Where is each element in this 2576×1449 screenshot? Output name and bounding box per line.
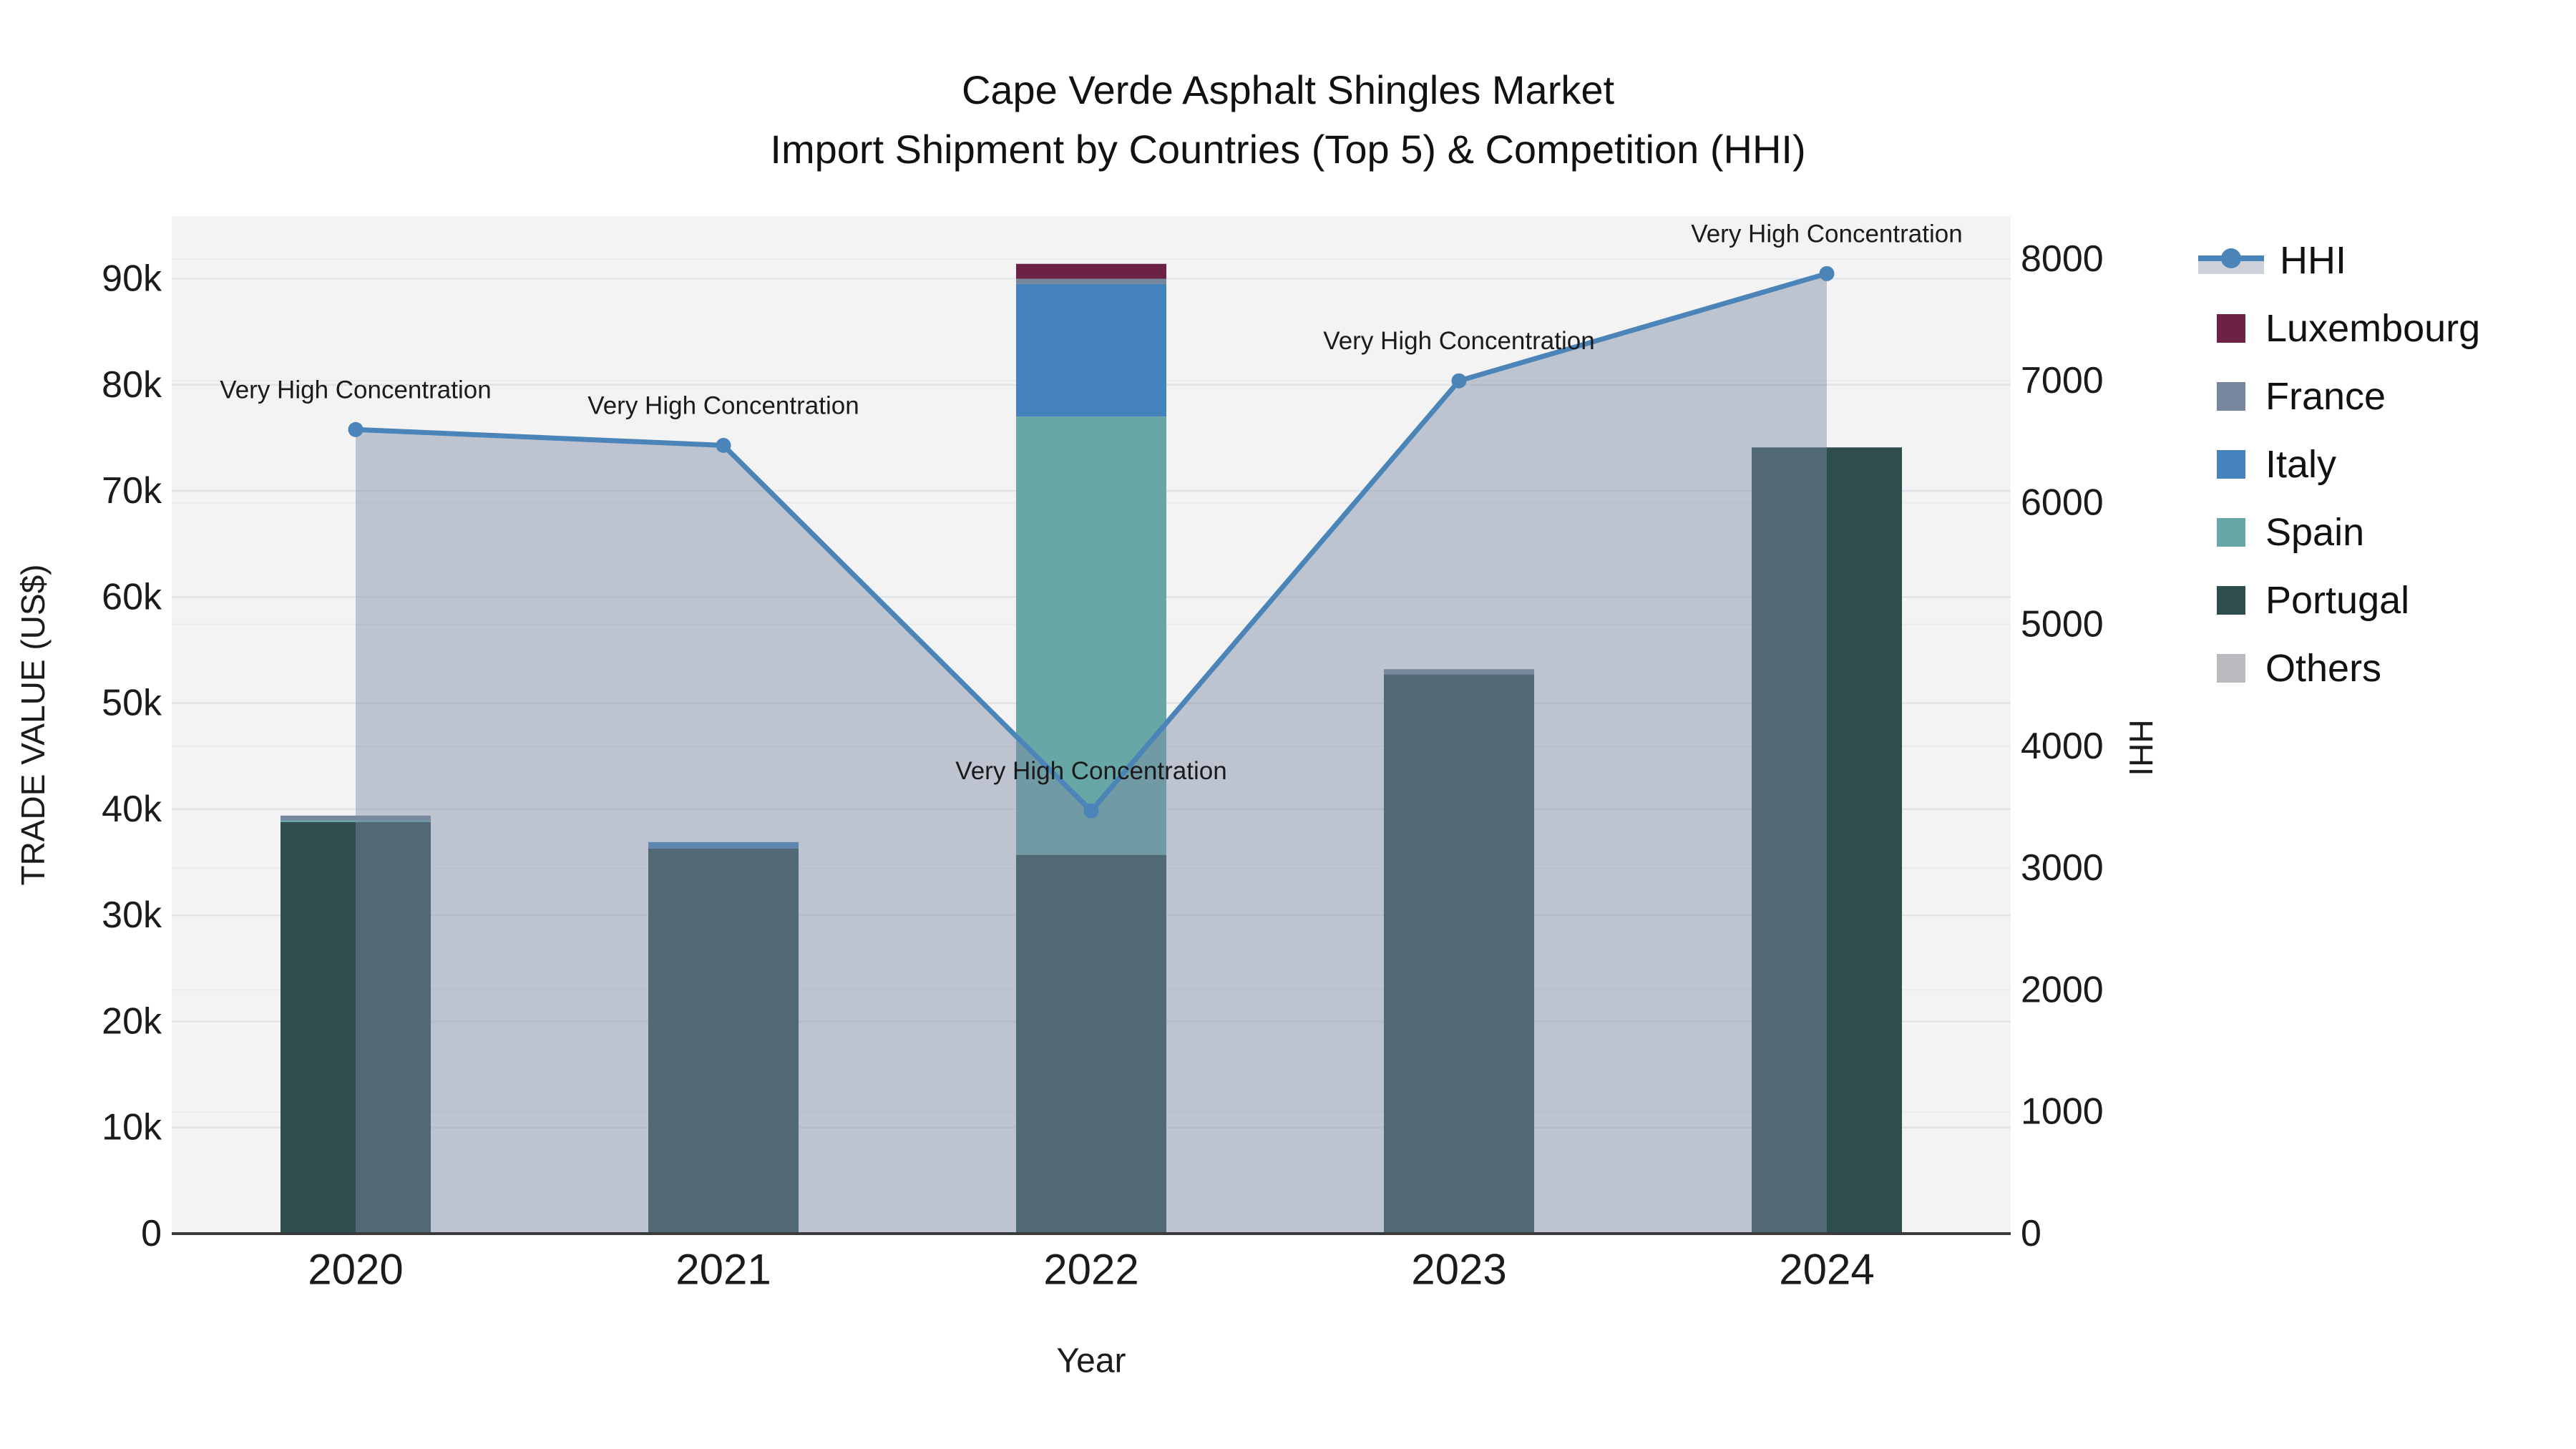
hhi-point-2022[interactable]: [1083, 803, 1099, 819]
hhi-marker-dot: [2221, 248, 2241, 268]
hhi-point-2023[interactable]: [1451, 373, 1467, 389]
hhi-line-swatch: [2198, 245, 2264, 276]
x-tick-2021: 2021: [675, 1246, 771, 1294]
legend-label-italy: Italy: [2265, 442, 2337, 486]
x-tick-2024: 2024: [1779, 1246, 1874, 1294]
right-tick-0: 0: [2021, 1213, 2041, 1254]
left-axis-title: TRADE VALUE (US$): [14, 564, 52, 886]
bar-portugal-2021[interactable]: [648, 848, 799, 1234]
left-tick-20k: 20k: [102, 1000, 162, 1042]
right-tick-1000: 1000: [2021, 1091, 2104, 1133]
legend-item-luxembourg[interactable]: Luxembourg: [2198, 294, 2480, 362]
right-tick-6000: 6000: [2021, 482, 2104, 523]
chart-title: Cape Verde Asphalt Shingles Market: [961, 67, 1615, 112]
bar-portugal-2022[interactable]: [1016, 854, 1166, 1234]
annotation-2023: Very High Concentration: [1323, 327, 1594, 355]
right-axis-title: HHI: [2122, 719, 2160, 776]
others-color-swatch: [2217, 653, 2245, 683]
right-tick-3000: 3000: [2021, 847, 2104, 889]
hhi-area-fill: [356, 273, 1827, 1234]
legend: HHI Luxembourg France Italy Spain Portug…: [2198, 226, 2480, 702]
luxembourg-color-swatch: [2217, 313, 2245, 343]
bar-italy-2022[interactable]: [1016, 283, 1166, 417]
bar-luxembourg-2022[interactable]: [1016, 263, 1166, 279]
left-tick-40k: 40k: [102, 789, 162, 830]
legend-label-hhi: HHI: [2280, 238, 2346, 282]
x-axis-title: Year: [1056, 1342, 1126, 1380]
x-tick-2022: 2022: [1043, 1246, 1138, 1294]
annotation-2024: Very High Concentration: [1691, 220, 1962, 248]
left-tick-50k: 50k: [102, 683, 162, 724]
legend-item-others[interactable]: Others: [2198, 634, 2480, 702]
legend-item-france[interactable]: France: [2198, 362, 2480, 430]
legend-label-luxembourg: Luxembourg: [2265, 306, 2481, 350]
italy-color-swatch: [2217, 449, 2245, 479]
bar-france-2020[interactable]: [280, 815, 431, 821]
right-tick-7000: 7000: [2021, 360, 2104, 401]
legend-item-portugal[interactable]: Portugal: [2198, 566, 2480, 634]
legend-label-portugal: Portugal: [2265, 578, 2410, 622]
chart-subtitle: Import Shipment by Countries (Top 5) & C…: [770, 127, 1806, 172]
left-tick-70k: 70k: [102, 470, 162, 512]
hhi-point-2020[interactable]: [348, 421, 364, 437]
france-color-swatch: [2217, 381, 2245, 411]
annotation-2022: Very High Concentration: [955, 757, 1226, 785]
legend-label-spain: Spain: [2265, 510, 2365, 554]
bar-spain-2020[interactable]: [280, 820, 431, 822]
bar-portugal-2023[interactable]: [1384, 674, 1534, 1234]
bar-france-2023[interactable]: [1384, 669, 1534, 675]
legend-label-others: Others: [2265, 646, 2382, 690]
annotation-2020: Very High Concentration: [220, 376, 491, 404]
bar-france-2022[interactable]: [1016, 278, 1166, 284]
bar-italy-2021[interactable]: [648, 841, 799, 849]
legend-item-spain[interactable]: Spain: [2198, 498, 2480, 566]
bar-portugal-2020[interactable]: [280, 821, 431, 1234]
x-tick-2020: 2020: [308, 1246, 403, 1294]
bar-portugal-2024[interactable]: [1752, 447, 1902, 1234]
hhi-point-2024[interactable]: [1819, 265, 1835, 281]
legend-item-hhi[interactable]: HHI: [2198, 226, 2480, 294]
bar-spain-2022[interactable]: [1016, 416, 1166, 855]
left-tick-90k: 90k: [102, 258, 162, 299]
hhi-point-2021[interactable]: [716, 437, 731, 453]
portugal-color-swatch: [2217, 585, 2245, 615]
right-tick-2000: 2000: [2021, 969, 2104, 1010]
legend-label-france: France: [2265, 374, 2386, 418]
left-tick-60k: 60k: [102, 576, 162, 618]
left-tick-80k: 80k: [102, 364, 162, 406]
annotation-2021: Very High Concentration: [587, 391, 859, 419]
right-tick-5000: 5000: [2021, 604, 2104, 645]
right-tick-8000: 8000: [2021, 238, 2104, 280]
legend-item-italy[interactable]: Italy: [2198, 430, 2480, 498]
left-tick-0: 0: [141, 1213, 162, 1254]
left-tick-10k: 10k: [102, 1107, 162, 1148]
x-tick-2023: 2023: [1411, 1246, 1506, 1294]
right-tick-4000: 4000: [2021, 726, 2104, 767]
spain-color-swatch: [2217, 517, 2245, 547]
left-tick-30k: 30k: [102, 894, 162, 936]
